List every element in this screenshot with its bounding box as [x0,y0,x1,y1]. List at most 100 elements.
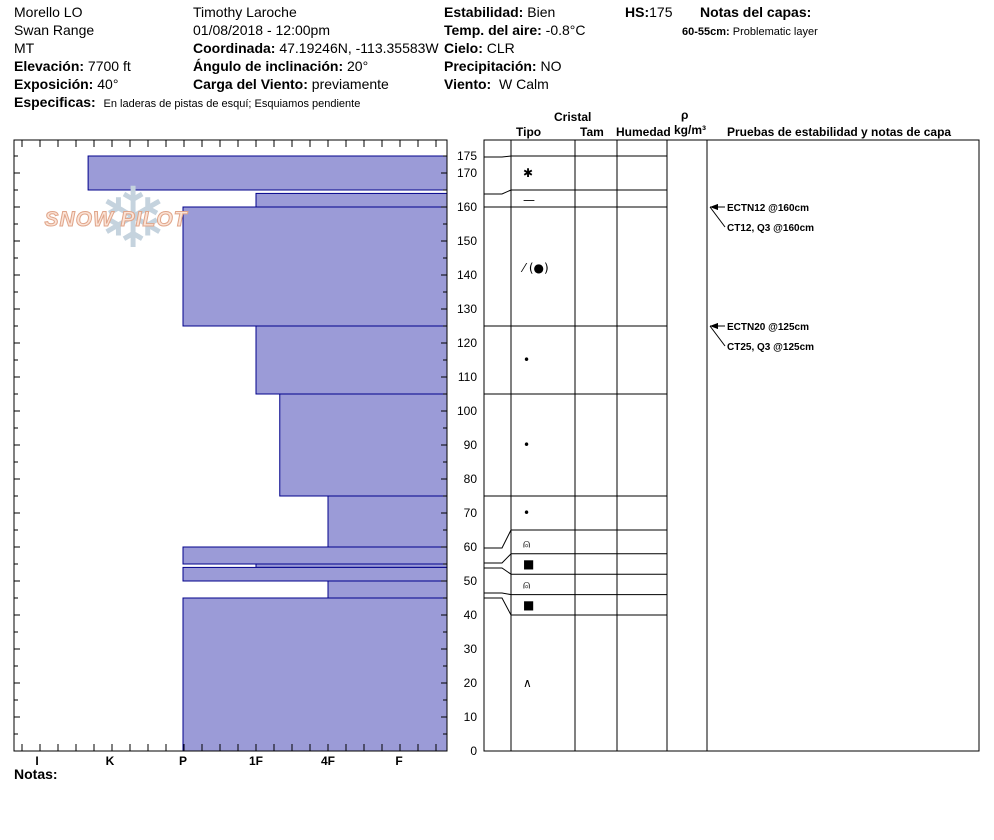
stability-test-label: ECTN20 @125cm [727,322,809,333]
incline-label: Ángulo de inclinación: [193,58,344,74]
stability-test-label: ECTN12 @160cm [727,203,809,214]
y-tick-label: 170 [457,166,477,180]
hs-label: HS: [625,4,650,20]
air-temp-value: -0.8°C [545,22,586,38]
hardness-bar [327,580,448,599]
stability-test-label: CT12, Q3 @160cm [727,223,814,234]
datetime: 01/08/2018 - 12:00pm [193,22,330,38]
coord-label: Coordinada: [193,40,276,56]
hs-value: 175 [649,4,673,20]
range-name: Swan Range [14,22,95,38]
grain-symbol: ⍝ [523,577,530,591]
wind-load: Carga del Viento: previamente [193,76,389,93]
layer-notes-title: Notas del capas: [700,4,812,20]
x-tick-label: F [395,754,402,768]
layer-connector [484,592,512,596]
y-tick-label: 70 [464,506,478,520]
grain-symbol: • [523,438,530,452]
grain-symbol: ■ [523,598,534,612]
elevation: Elevación: 7700 ft [14,58,131,75]
tests-header: Pruebas de estabilidad y notas de capa [727,125,952,139]
incline-value: 20° [347,58,369,74]
test-arrow-line [709,206,726,228]
y-tick-label: 0 [470,744,477,758]
grain-symbol: ■ [523,557,534,571]
y-tick-label: 50 [464,574,478,588]
grain-symbol: • [523,506,530,520]
x-tick-label: 1F [249,754,263,768]
snowpilot-logo: ❄ SNOW PILOT [36,169,196,268]
wind-label: Viento: [444,76,492,92]
y-tick-label: 60 [464,540,478,554]
hardness-bar [87,155,448,191]
notes-label: Notas: [14,766,58,782]
snowflake-icon: ❄ [98,169,169,267]
y-tick-label: 140 [457,268,477,282]
x-tick-label: 4F [321,754,335,768]
hardness-bar [255,563,448,568]
y-tick-label: 160 [457,200,477,214]
y-tick-label: 20 [464,676,478,690]
y-tick-label: 40 [464,608,478,622]
specifics: Especificas: En laderas de pistas de esq… [14,94,360,113]
hardness-bar [182,206,448,327]
air-temp-label: Temp. del aire: [444,22,542,38]
sky: Cielo: CLR [444,40,515,57]
logo-text: SNOW PILOT [44,208,188,232]
aspect-value: 40° [97,76,119,92]
elevation-label: Elevación: [14,58,85,74]
layer-connector [484,529,512,549]
wind-value: W Calm [498,76,549,92]
hardness-bar [182,546,448,565]
observer: Timothy Laroche [193,4,297,20]
air-temp: Temp. del aire: -0.8°C [444,22,586,39]
test-arrow-line [709,325,726,347]
elevation-value: 7700 ft [87,58,131,74]
y-tick-label: 10 [464,710,478,724]
y-tick-label: 110 [458,370,477,384]
grain-symbol: ⁄ (●) [520,261,549,275]
crystal-header: Cristal [554,110,592,124]
layer-connector [484,567,512,575]
layer-connector [484,189,512,195]
layer-connector [484,597,512,616]
wind: Viento: W Calm [444,76,549,93]
grain-symbol: ∧ [523,676,532,690]
x-tick-label: P [179,754,187,768]
hardness-bar [279,393,448,497]
specifics-value: En laderas de pistas de esquí; Esquiamos… [103,98,361,110]
layer-connector [484,155,512,158]
density-unit-header: kg/m³ [674,123,707,137]
y-tick-label: 120 [457,336,477,350]
moisture-header: Humedad [616,125,671,139]
precip-value: NO [540,58,562,74]
precip-label: Precipitación: [444,58,537,74]
rho-header: ρ [681,108,689,122]
y-tick-label: 90 [464,438,478,452]
hardness-bar [182,566,448,582]
stability-label: Estabilidad: [444,4,524,20]
arrow-icon [710,204,718,210]
grain-symbol: ⍝ [523,537,530,551]
sky-value: CLR [486,40,515,56]
grain-symbol: ✱ [523,166,533,180]
layer-note: 60-55cm: Problematic layer [682,24,818,41]
table-frame [483,139,980,752]
total-height: HS:175 [625,4,672,21]
grain-symbol: — [523,193,535,207]
arrow-icon [710,323,718,329]
grain-symbol: • [523,353,530,367]
x-tick-label: I [35,754,38,768]
wind-load-value: previamente [311,76,389,92]
y-tick-label: 130 [457,302,477,316]
y-tick-label: 80 [464,472,478,486]
layer-connector [484,553,512,564]
wind-load-label: Carga del Viento: [193,76,308,92]
stability-test-label: CT25, Q3 @125cm [727,342,814,353]
coordinates: Coordinada: 47.19246N, -113.35583W [193,40,439,57]
y-tick-label: 150 [457,234,477,248]
y-tick-label: 100 [457,404,477,418]
size-header: Tam [580,125,604,139]
incline: Ángulo de inclinación: 20° [193,58,368,75]
y-tick-label: 30 [464,642,478,656]
